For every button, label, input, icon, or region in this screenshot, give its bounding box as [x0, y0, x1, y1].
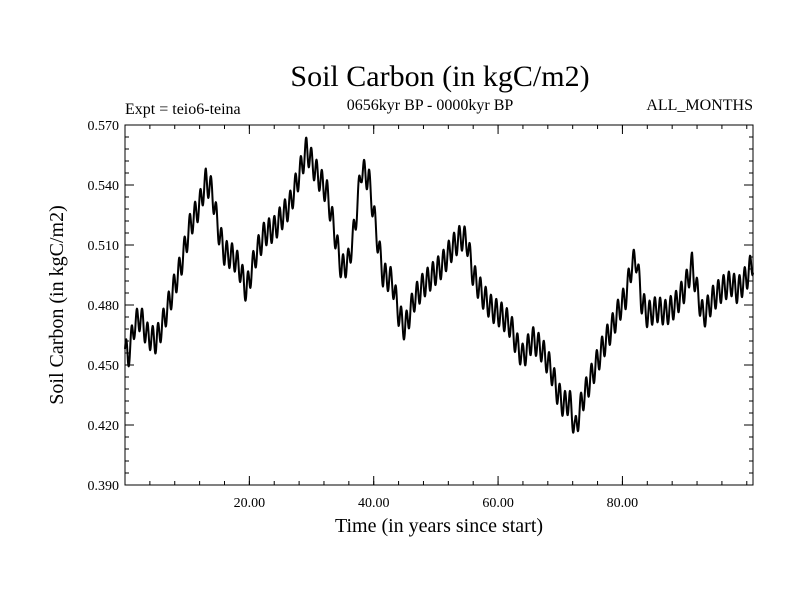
y-tick-label: 0.450	[88, 359, 120, 374]
x-tick-label: 60.00	[482, 496, 514, 511]
experiment-label: Expt = teio6-teina	[125, 101, 241, 118]
y-axis-label: Soil Carbon (in kgC/m2)	[46, 205, 68, 404]
y-tick-label: 0.420	[88, 419, 120, 434]
data-series-line	[124, 136, 754, 434]
x-axis: 20.00 40.00 60.00 80.00	[124, 125, 748, 511]
x-axis-label: Time (in years since start)	[335, 515, 543, 537]
y-tick-label: 0.480	[88, 299, 120, 314]
y-tick-label: 0.510	[88, 239, 120, 254]
x-tick-label: 80.00	[607, 496, 639, 511]
plot-frame	[124, 124, 754, 486]
chart-subtitle: 0656kyr BP - 0000kyr BP	[347, 97, 514, 114]
months-label: ALL_MONTHS	[646, 97, 753, 114]
x-tick-label: 40.00	[358, 496, 390, 511]
y-tick-label: 0.570	[88, 119, 120, 134]
y-tick-label: 0.390	[88, 479, 120, 494]
chart-title: Soil Carbon (in kgC/m2)	[290, 60, 589, 93]
y-tick-label: 0.540	[88, 179, 120, 194]
x-tick-label: 20.00	[234, 496, 266, 511]
